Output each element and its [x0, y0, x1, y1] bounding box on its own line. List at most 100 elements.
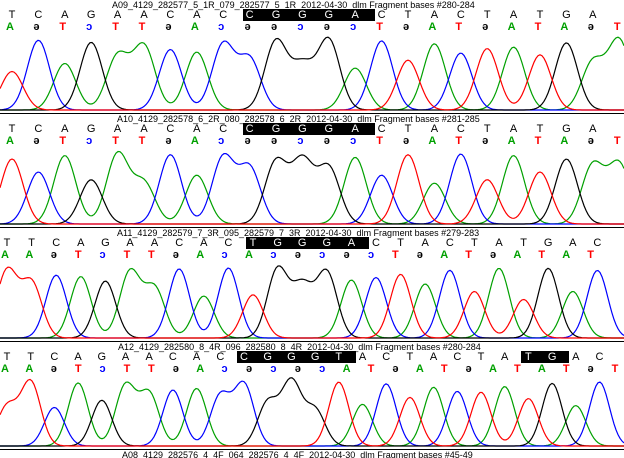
edited-base[interactable]: A	[428, 135, 437, 147]
called-base[interactable]: A	[429, 351, 438, 363]
trace-panel[interactable]: A09_4129_282577_5_1R_079_282577_5_1R_201…	[0, 0, 624, 114]
edited-base[interactable]: T	[465, 249, 472, 261]
called-base[interactable]: G	[97, 351, 107, 363]
edited-base[interactable]: ə	[245, 363, 253, 375]
called-base[interactable]: G	[547, 351, 557, 363]
edited-base[interactable]: T	[376, 21, 383, 33]
called-base[interactable]: C	[456, 9, 465, 21]
called-base[interactable]: G	[287, 351, 296, 363]
edited-base[interactable]: T	[148, 249, 155, 261]
edited-base[interactable]: ɔ	[297, 21, 304, 33]
edited-base[interactable]: ə	[33, 21, 40, 33]
edited-base[interactable]: ə	[244, 21, 251, 33]
called-base[interactable]: G	[273, 237, 282, 249]
called-base[interactable]: A	[589, 123, 597, 135]
called-base[interactable]: A	[74, 351, 82, 363]
edited-base[interactable]: T	[538, 249, 546, 261]
edited-base[interactable]: ə	[587, 363, 594, 375]
called-base[interactable]: C	[216, 351, 225, 363]
edited-base[interactable]: A	[25, 363, 34, 375]
edited-base[interactable]: T	[440, 363, 448, 375]
edited-base[interactable]: T	[514, 363, 521, 375]
called-base[interactable]: T	[335, 351, 343, 363]
called-base[interactable]: C	[166, 9, 175, 21]
edited-base[interactable]: T	[74, 363, 82, 375]
edited-base[interactable]: ɔ	[86, 21, 93, 33]
selection-highlight[interactable]	[246, 237, 369, 249]
called-base[interactable]: A	[509, 123, 518, 135]
called-base[interactable]: G	[298, 123, 307, 135]
edited-base[interactable]: ə	[402, 21, 410, 33]
edited-base[interactable]: ɔ	[218, 21, 225, 33]
edited-base[interactable]: T	[138, 21, 146, 33]
edited-base[interactable]: T	[123, 249, 131, 261]
selection-highlight[interactable]	[242, 123, 375, 135]
edited-base[interactable]: T	[613, 21, 621, 33]
edited-base[interactable]: ə	[33, 135, 40, 147]
edited-base[interactable]: ɔ	[319, 363, 326, 375]
called-base[interactable]: G	[297, 237, 307, 249]
edited-base[interactable]: A	[562, 249, 571, 261]
called-base[interactable]: A	[495, 237, 503, 249]
edited-base[interactable]: ə	[270, 21, 278, 33]
called-base[interactable]: G	[322, 237, 332, 249]
called-base[interactable]: C	[168, 351, 177, 363]
called-base[interactable]: C	[595, 351, 604, 363]
called-base[interactable]: A	[351, 9, 359, 21]
edited-base[interactable]: T	[392, 249, 399, 261]
called-base[interactable]: T	[483, 123, 491, 135]
trace-plot[interactable]	[0, 262, 624, 340]
edited-base[interactable]: ə	[165, 135, 172, 147]
edited-base[interactable]: ə	[416, 249, 423, 261]
called-base[interactable]: A	[126, 237, 134, 249]
called-base[interactable]: G	[271, 123, 281, 135]
edited-base[interactable]: A	[6, 21, 14, 33]
edited-base[interactable]: ɔ	[221, 249, 228, 261]
edited-base[interactable]: ɔ	[367, 249, 375, 261]
edited-base[interactable]: ɔ	[99, 249, 106, 261]
called-base[interactable]: T	[536, 9, 544, 21]
called-base[interactable]: T	[404, 123, 412, 135]
called-base[interactable]: A	[121, 351, 130, 363]
edited-base[interactable]: T	[367, 363, 375, 375]
edited-base[interactable]: T	[112, 135, 119, 147]
edited-base[interactable]: ə	[343, 249, 350, 261]
edited-base[interactable]: ɔ	[99, 363, 106, 375]
edited-base[interactable]: T	[587, 249, 594, 261]
trace-panel[interactable]: A11_4129_282579_7_3R_095_282579_7_3R_201…	[0, 228, 624, 342]
called-base[interactable]: T	[483, 9, 491, 21]
called-base[interactable]: A	[193, 123, 201, 135]
edited-base[interactable]: T	[138, 135, 146, 147]
called-base[interactable]: C	[240, 351, 248, 363]
called-base[interactable]: A	[569, 237, 577, 249]
edited-base[interactable]: T	[123, 363, 131, 375]
edited-base[interactable]: A	[560, 135, 569, 147]
trace-panel[interactable]: A08_4129_282576_4_4F_064_282576_4_4F_201…	[0, 450, 624, 458]
called-base[interactable]: G	[271, 9, 281, 21]
edited-base[interactable]: ɔ	[297, 135, 304, 147]
edited-base[interactable]: ə	[587, 135, 594, 147]
called-base[interactable]: A	[192, 351, 201, 363]
called-base[interactable]: A	[430, 9, 439, 21]
called-base[interactable]: G	[562, 9, 571, 21]
edited-base[interactable]: ə	[165, 21, 172, 33]
edited-base[interactable]: ə	[323, 135, 330, 147]
called-base[interactable]: A	[351, 123, 359, 135]
edited-base[interactable]: T	[455, 21, 463, 33]
edited-base[interactable]: A	[537, 363, 546, 375]
edited-base[interactable]: ə	[294, 363, 301, 375]
edited-base[interactable]: ə	[50, 363, 57, 375]
edited-base[interactable]: ə	[50, 249, 57, 261]
called-base[interactable]: T	[8, 123, 16, 135]
selection-highlight[interactable]	[237, 351, 356, 363]
edited-base[interactable]: A	[190, 135, 199, 147]
called-base[interactable]: T	[477, 351, 485, 363]
edited-base[interactable]: A	[415, 363, 424, 375]
called-base[interactable]: A	[589, 9, 597, 21]
called-base[interactable]: C	[372, 237, 380, 249]
called-base[interactable]: C	[377, 9, 386, 21]
called-base[interactable]: C	[245, 123, 254, 135]
edited-base[interactable]: ə	[482, 135, 489, 147]
called-base[interactable]: A	[113, 9, 122, 21]
called-base[interactable]: C	[219, 123, 228, 135]
